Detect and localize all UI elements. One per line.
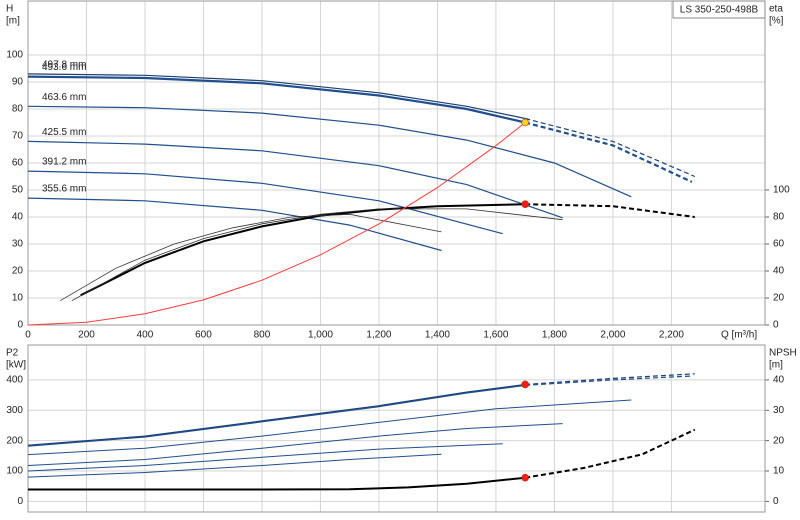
y-axis-unit: [m] (6, 16, 20, 27)
curve (525, 375, 692, 386)
x-tick-label: 2,000 (600, 330, 625, 341)
x-tick-label: 1,800 (542, 330, 567, 341)
curve (80, 203, 526, 297)
y-axis-label: P2 (6, 348, 19, 359)
curve-label: 463.6 mm (42, 92, 86, 103)
x-tick-label: 200 (78, 330, 95, 341)
y-tick-label: 20 (12, 266, 24, 277)
x-tick-label: 400 (137, 330, 154, 341)
curve-label: 497.8 mm (42, 60, 86, 71)
y2-tick-label: 20 (773, 293, 785, 304)
y2-axis-label: eta (769, 4, 783, 15)
y-tick-label: 60 (12, 158, 24, 169)
curve-label: 355.6 mm (42, 184, 86, 195)
y2-axis-unit: [%] (769, 16, 784, 27)
curve (525, 117, 696, 178)
y-tick-label: 100 (6, 466, 23, 477)
y-tick-label: 50 (12, 185, 24, 196)
curve-label: 493.6 mm (42, 62, 86, 73)
y2-tick-label: 40 (773, 266, 785, 277)
y2-axis-unit: [m] (769, 360, 783, 371)
y2-tick-label: 10 (773, 466, 785, 477)
x-axis-label: Q [m³/h] (721, 330, 757, 341)
y-tick-label: 300 (6, 405, 23, 416)
y2-tick-label: 100 (773, 185, 790, 196)
curve (71, 208, 563, 302)
operating-point (521, 118, 529, 127)
curve (525, 428, 696, 479)
operating-point (521, 200, 529, 208)
x-tick-label: 0 (25, 330, 31, 341)
curve (28, 476, 526, 491)
y-tick-label: 100 (6, 50, 23, 61)
y2-tick-label: 60 (773, 239, 785, 250)
curve (27, 383, 526, 446)
y-tick-label: 70 (12, 131, 24, 142)
y-tick-label: 0 (17, 496, 23, 507)
curve (27, 73, 526, 120)
y-axis-unit: [kW] (6, 360, 26, 371)
y-tick-label: 40 (12, 212, 24, 223)
y-tick-label: 200 (6, 435, 23, 446)
x-tick-label: 2,200 (659, 330, 684, 341)
x-tick-label: 800 (254, 330, 271, 341)
y2-tick-label: 40 (773, 375, 785, 386)
curve (27, 423, 563, 466)
y2-tick-label: 30 (773, 405, 785, 416)
y-tick-label: 10 (12, 293, 24, 304)
y2-tick-label: 0 (773, 320, 779, 331)
y-tick-label: 0 (17, 320, 23, 331)
y2-axis-label: NPSH (769, 348, 797, 359)
curve (27, 399, 632, 456)
curve-label: 425.5 mm (42, 127, 86, 138)
curve (27, 140, 563, 219)
curve (525, 203, 695, 218)
curve (59, 213, 442, 302)
curve (27, 384, 526, 447)
y2-tick-label: 80 (773, 212, 785, 223)
curve (27, 170, 503, 235)
curve (27, 453, 442, 478)
y-tick-label: 400 (6, 375, 23, 386)
curve (27, 122, 526, 326)
operating-point (521, 473, 529, 482)
x-tick-label: 1,200 (366, 330, 391, 341)
curve (27, 75, 526, 124)
y-tick-label: 30 (12, 239, 24, 250)
curve (524, 121, 693, 183)
curve (27, 105, 632, 198)
y2-tick-label: 0 (773, 496, 779, 507)
curve (27, 443, 503, 472)
plot-frame (27, 0, 766, 326)
curve (27, 197, 442, 252)
plot-frame (27, 344, 766, 513)
curve-label: 391.2 mm (42, 157, 86, 168)
x-tick-label: 600 (195, 330, 212, 341)
x-tick-label: 1,000 (308, 330, 333, 341)
chart-title: LS 350-250-498B (680, 5, 759, 16)
y2-tick-label: 20 (773, 435, 785, 446)
x-tick-label: 1,400 (425, 330, 450, 341)
operating-point (521, 380, 529, 389)
x-tick-label: 1,600 (483, 330, 508, 341)
y-tick-label: 80 (12, 104, 24, 115)
y-tick-label: 90 (12, 77, 24, 88)
curve (525, 373, 695, 386)
legend-box (672, 0, 766, 19)
y-axis-label: H (6, 4, 13, 15)
